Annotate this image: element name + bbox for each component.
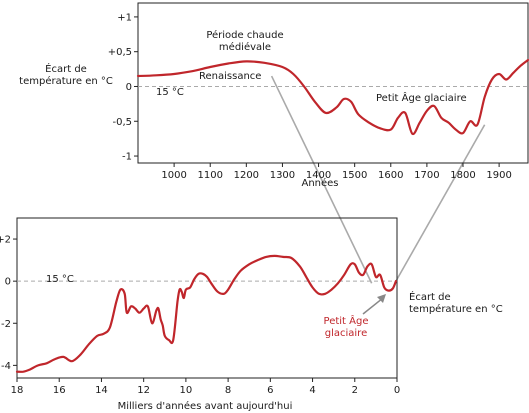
bottom-ylabel-line1: Écart de [409, 290, 451, 303]
annotation-warm-period-1: Période chaude [206, 29, 283, 41]
x-tick-label: 10 [180, 385, 193, 396]
x-tick-label: 1100 [197, 170, 222, 181]
zoom-connectors [270, 75, 486, 284]
connector-right [395, 124, 486, 282]
x-tick-label: 4 [309, 385, 315, 396]
y-tick-label: -4 [1, 361, 11, 372]
bottom-x-ticks: 18 16 14 12 10 8 6 4 2 0 [11, 378, 400, 396]
x-tick-label: 8 [225, 385, 231, 396]
top-baseline-label: 15 °C [156, 87, 184, 98]
top-series-line [136, 58, 529, 136]
x-tick-label: 1500 [342, 170, 367, 181]
bottom-plot-frame [16, 217, 398, 379]
x-tick-label: 18 [11, 385, 24, 396]
y-tick-label: 0 [5, 277, 11, 288]
x-tick-label: 16 [53, 385, 66, 396]
bottom-chart: +20-2-4 18 16 14 12 10 8 6 4 2 0 15 °C Petit Âge … [0, 217, 503, 412]
y-tick-label: -2 [1, 319, 11, 330]
top-x-ticks: 1000 1100 1200 1300 1400 1500 1600 1700 1800 1900 [161, 163, 512, 181]
annotation-lia-bottom-2: glaciaire [325, 328, 367, 339]
x-tick-label: 1400 [306, 170, 331, 181]
x-tick-label: 1700 [414, 170, 439, 181]
top-ylabel-line1: Écart de [45, 62, 87, 75]
top-ylabel-line2: température en °C [19, 75, 113, 87]
x-tick-label: 6 [267, 385, 273, 396]
x-tick-label: 1200 [234, 170, 259, 181]
x-tick-label: 12 [137, 385, 150, 396]
annotation-renaissance: Renaissance [199, 71, 261, 82]
y-tick-label: +2 [0, 235, 11, 246]
x-tick-label: 1800 [450, 170, 475, 181]
y-tick-label: 0 [126, 82, 132, 93]
bottom-ylabel-line2: température en °C [409, 303, 503, 315]
x-tick-label: 1600 [378, 170, 403, 181]
x-tick-label: 1000 [161, 170, 186, 181]
top-chart: +1 +0,5 0 -0,5 -1 1000 1100 1200 1300 1400 1500 16… [19, 2, 529, 189]
annotation-lia-bottom-1: Petit Âge [324, 314, 369, 327]
bottom-series-line [15, 254, 397, 373]
x-tick-label: 14 [95, 385, 108, 396]
x-tick-label: 1300 [270, 170, 295, 181]
y-tick-label: -1 [122, 152, 132, 163]
bottom-xlabel: Milliers d'années avant aujourd'hui [118, 400, 293, 412]
y-tick-label: -0,5 [112, 117, 132, 128]
x-tick-label: 0 [394, 385, 400, 396]
y-tick-label: +0,5 [108, 47, 132, 58]
x-tick-label: 2 [352, 385, 358, 396]
bottom-baseline-label: 15 °C [46, 274, 74, 285]
bottom-y-ticks: +2 0 -2 -4 [0, 235, 17, 372]
connector-left [270, 75, 373, 284]
top-plot-frame [137, 2, 529, 164]
top-y-ticks: +1 +0,5 0 -0,5 -1 [108, 12, 138, 163]
lia-arrow [362, 294, 386, 315]
top-xlabel: Années [301, 177, 338, 189]
x-tick-label: 1900 [486, 170, 511, 181]
annotation-little-ice-age: Petit Âge glaciaire [376, 91, 467, 104]
y-tick-label: +1 [117, 12, 132, 23]
annotation-warm-period-2: médiévale [219, 41, 271, 53]
